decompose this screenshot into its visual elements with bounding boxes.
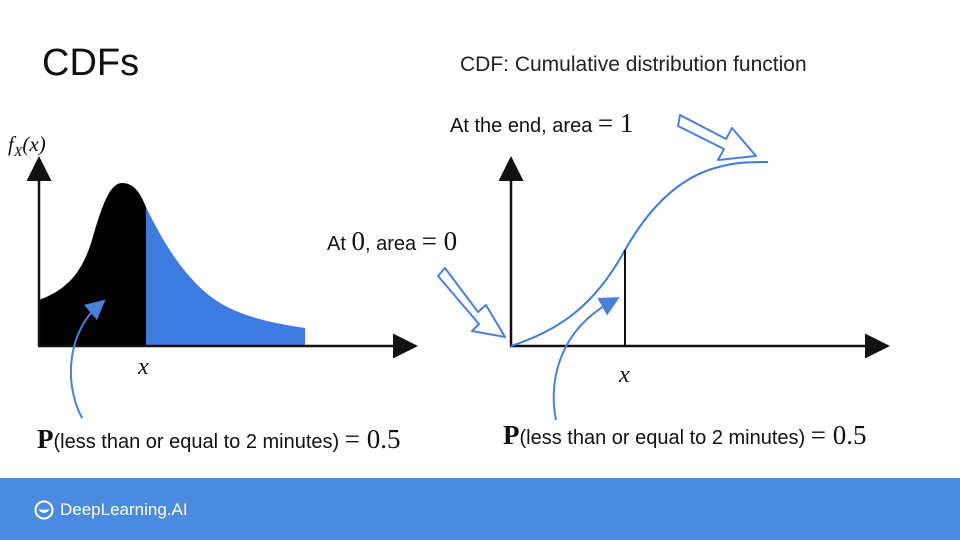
- brand-name: DeepLearning.AI: [60, 500, 188, 519]
- pdf-y-label: fX(x): [8, 132, 46, 161]
- end-area-note: At the end, area = 1: [450, 108, 634, 138]
- slide-title: CDFs: [42, 42, 140, 84]
- pdf-area-right: [146, 207, 305, 346]
- footer-bar: [0, 478, 960, 540]
- deeplearning-logo-icon: [34, 500, 54, 520]
- start-block-arrow: [437, 267, 506, 338]
- slide-subtitle: CDF: Cumulative distribution function: [460, 53, 807, 76]
- start-area-note: At 0, area = 0: [327, 226, 458, 256]
- cdf-x-label: x: [619, 362, 630, 388]
- cdf-probability-statement: P(less than or equal to 2 minutes) = 0.5: [503, 420, 867, 450]
- end-block-arrow: [677, 114, 757, 161]
- pdf-plot: [26, 156, 418, 419]
- pdf-pointer-arrow: [70, 299, 106, 419]
- cdf-pointer-arrow: [552, 297, 620, 421]
- diagram-canvas: [26, 114, 890, 421]
- pdf-x-label: x: [138, 354, 149, 380]
- pdf-area-left: [39, 183, 146, 346]
- cdf-curve: [510, 161, 769, 347]
- pdf-probability-statement: P(less than or equal to 2 minutes) = 0.5: [37, 424, 401, 454]
- brand: DeepLearning.AI: [34, 499, 188, 521]
- cdf-plot: [437, 114, 890, 421]
